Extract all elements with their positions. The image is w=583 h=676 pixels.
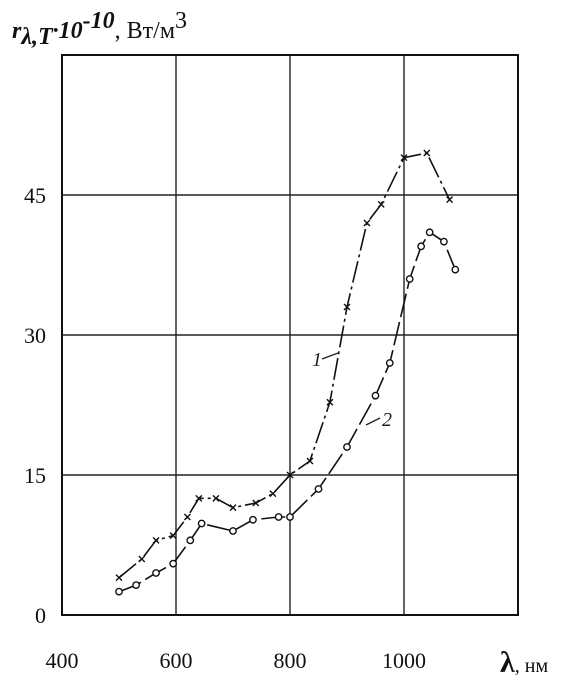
data-point	[371, 391, 380, 400]
y-tick-label: 0	[35, 603, 46, 628]
y-tick-label: 45	[24, 183, 46, 208]
y-label-subscript: λ,T	[20, 24, 54, 50]
data-point	[363, 219, 371, 227]
data-point	[417, 242, 425, 251]
y-tick-label: 30	[24, 323, 46, 348]
curve-label-2: 2	[382, 409, 392, 431]
data-point	[252, 499, 260, 507]
data-point	[249, 515, 257, 524]
data-point	[152, 569, 160, 577]
y-tick-label: 15	[24, 463, 46, 488]
data-point	[385, 359, 394, 367]
data-point	[186, 536, 195, 545]
x-label-unit: , нм	[515, 655, 549, 676]
data-point	[425, 228, 434, 237]
data-point	[197, 519, 206, 528]
data-point	[306, 457, 314, 465]
data-point	[132, 581, 141, 590]
y-tick-labels: 0 15 30 45	[24, 183, 46, 628]
data-point	[400, 154, 408, 162]
x-tick-labels: 400 600 800 1000	[46, 648, 427, 673]
series-line-1	[118, 152, 451, 579]
y-label-unit: , Вт/м	[115, 18, 175, 44]
data-point	[229, 527, 237, 535]
series-line-2	[118, 231, 457, 593]
x-tick-label: 400	[46, 648, 79, 673]
data-point	[446, 196, 454, 204]
data-point	[343, 303, 351, 311]
data-point	[115, 574, 123, 582]
chart-grid	[62, 55, 518, 615]
x-tick-label: 800	[274, 648, 307, 673]
curve-label-1: 1	[312, 349, 322, 371]
y-label-exponent: -10	[83, 8, 115, 34]
data-point	[343, 443, 351, 451]
data-point	[377, 200, 385, 208]
y-label-unit-exponent: 3	[175, 8, 187, 34]
series-group	[115, 149, 460, 596]
y-label-factor: ·10	[53, 18, 83, 44]
data-point	[229, 504, 237, 512]
x-axis-label: λ, нм	[500, 646, 548, 676]
data-point	[451, 265, 460, 274]
data-point	[269, 490, 277, 498]
data-point	[314, 485, 323, 493]
data-point	[423, 149, 431, 157]
y-label-symbol: r	[12, 18, 22, 44]
curve-label-2-leader	[365, 417, 381, 426]
data-point	[274, 513, 283, 521]
data-point	[326, 398, 334, 406]
series-2	[115, 228, 460, 596]
data-point	[183, 513, 191, 521]
data-point	[195, 494, 203, 502]
data-point	[169, 532, 177, 540]
y-axis-label: rλ,T·10-10, Вт/м3	[12, 8, 187, 50]
curve-label-1-leader	[321, 352, 339, 360]
plot-frame	[61, 54, 519, 616]
series-1	[115, 149, 454, 582]
data-point	[286, 513, 294, 521]
data-point	[138, 555, 146, 563]
data-point	[115, 587, 123, 596]
x-label-symbol: λ	[500, 646, 515, 676]
data-point	[212, 494, 220, 502]
data-point	[286, 471, 294, 479]
data-point	[152, 536, 160, 544]
data-point	[169, 559, 178, 568]
x-tick-label: 1000	[382, 648, 426, 673]
data-point	[405, 275, 414, 283]
data-point	[439, 237, 448, 246]
x-tick-label: 600	[160, 648, 193, 673]
